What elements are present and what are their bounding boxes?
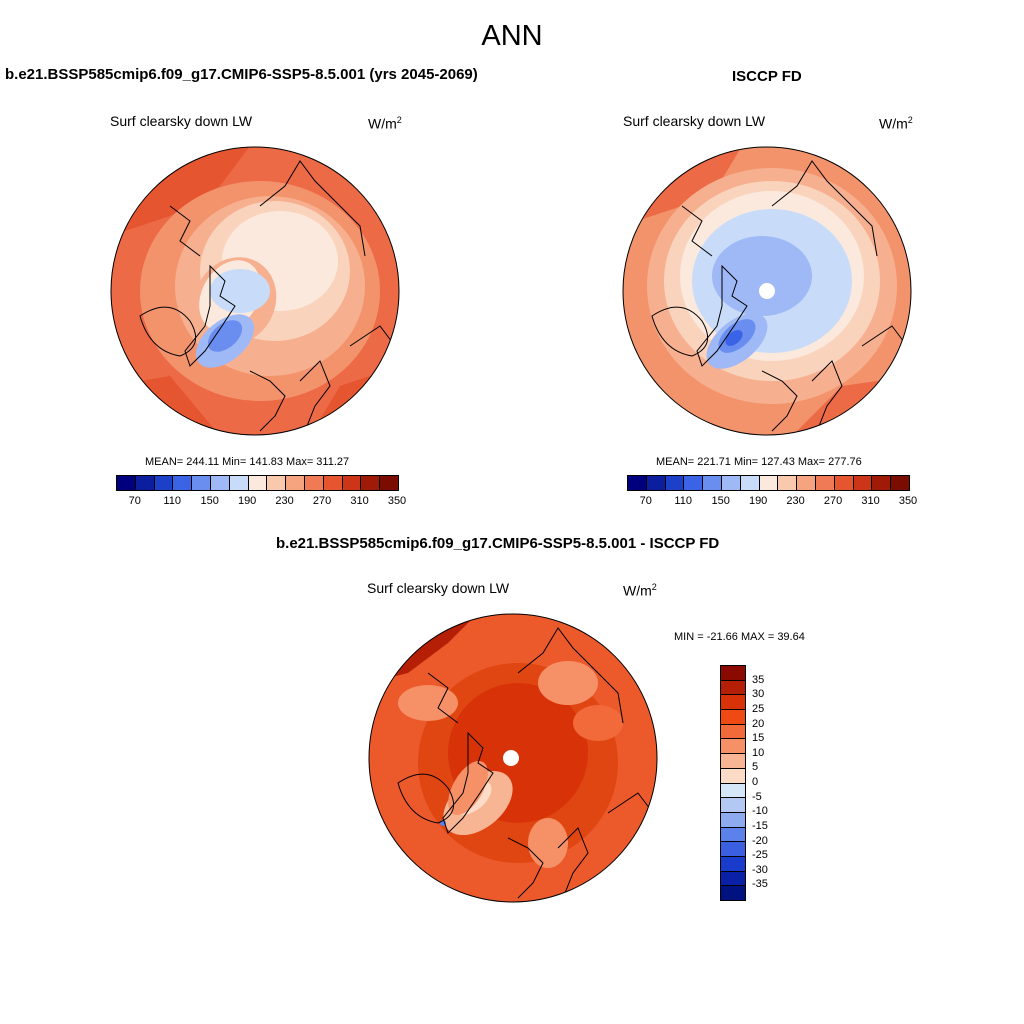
model-units-label: W/m2: [368, 115, 402, 132]
model-colorbar-tick-label: 270: [312, 495, 332, 507]
diff-colorbar-box: [721, 842, 745, 857]
model-colorbar: [116, 475, 399, 491]
diff-colorbar-tick-label: -10: [752, 805, 768, 818]
model-polar-map: [110, 146, 400, 436]
obs-colorbar-tick-label: 310: [861, 495, 880, 507]
obs-colorbar-tick-label: 190: [748, 495, 768, 507]
diff-colorbar-box: [721, 680, 745, 696]
diff-variable-label: Surf clearsky down LW: [367, 580, 510, 596]
diff-units-label: W/m2: [623, 582, 657, 599]
model-colorbar-box: [229, 476, 249, 490]
figure-title: ANN: [481, 20, 543, 52]
diff-colorbar-box: [721, 871, 745, 887]
diff-colorbar-tick-label: 0: [752, 776, 759, 788]
model-colorbar-box: [192, 476, 211, 490]
model-colorbar-tick-label: 230: [275, 495, 294, 507]
obs-panel-title: ISCCP FD: [732, 68, 802, 85]
model-colorbar-tick-label: 70: [128, 495, 141, 507]
obs-colorbar-box: [797, 476, 816, 490]
model-colorbar-box: [117, 476, 136, 490]
obs-colorbar-box: [628, 476, 647, 490]
diff-colorbar-tick-label: -20: [752, 834, 768, 847]
diff-panel-title: b.e21.BSSP585cmip6.f09_g17.CMIP6-SSP5-8.…: [276, 535, 720, 552]
diff-stats: MIN = -21.66 MAX = 39.64: [674, 631, 805, 643]
obs-colorbar-box: [778, 476, 798, 490]
diff-colorbar-tick-label: -25: [752, 849, 768, 862]
model-colorbar-tick-label: 150: [200, 495, 219, 507]
diff-colorbar-box: [721, 695, 745, 711]
diff-colorbar-box: [721, 666, 745, 681]
obs-colorbar-tick-label: 230: [786, 495, 805, 507]
model-colorbar-box: [248, 476, 268, 490]
obs-colorbar-box: [646, 476, 666, 490]
model-colorbar-tick-label: 310: [350, 495, 369, 507]
model-colorbar-box: [342, 476, 362, 490]
obs-colorbar-tick-label: 110: [674, 495, 692, 507]
diff-colorbar-tick-label: 10: [752, 746, 765, 759]
model-stats: MEAN= 244.11 Min= 141.83 Max= 311.27: [145, 456, 350, 468]
model-colorbar-box: [135, 476, 155, 490]
obs-colorbar-box: [665, 476, 685, 490]
diff-colorbar-box: [721, 754, 745, 769]
model-variable-label: Surf clearsky down LW: [110, 113, 253, 129]
model-colorbar-tick-label: 350: [387, 495, 407, 507]
model-colorbar-box: [173, 476, 193, 490]
diff-colorbar: [720, 665, 746, 901]
model-colorbar-ticks: 70 110 150 190 230 270 310 350: [116, 495, 407, 509]
model-colorbar-box: [154, 476, 174, 490]
obs-colorbar-box: [872, 476, 892, 490]
obs-colorbar-tick-label: 350: [898, 495, 918, 507]
diff-colorbar-tick-label: 25: [752, 702, 765, 715]
diff-colorbar-tick-label: -35: [752, 878, 768, 891]
obs-colorbar-box: [834, 476, 854, 490]
obs-units-label: W/m2: [879, 115, 913, 132]
diff-colorbar-box: [721, 739, 745, 755]
obs-colorbar-tick-label: 70: [639, 495, 652, 507]
diff-colorbar-tick-label: -30: [752, 863, 768, 876]
model-panel-title: b.e21.BSSP585cmip6.f09_g17.CMIP6-SSP5-8.…: [5, 66, 478, 83]
model-colorbar-box: [380, 476, 398, 490]
obs-colorbar-box: [684, 476, 704, 490]
obs-colorbar-box: [703, 476, 722, 490]
obs-colorbar-tick-label: 270: [823, 495, 843, 507]
obs-colorbar-tick-label: 150: [711, 495, 730, 507]
obs-stats: MEAN= 221.71 Min= 127.43 Max= 277.76: [656, 456, 862, 468]
diff-colorbar-tick-label: 20: [752, 717, 765, 730]
diff-colorbar-box: [721, 710, 745, 725]
model-colorbar-box: [210, 476, 230, 490]
diff-colorbar-box: [721, 812, 745, 828]
obs-colorbar-box: [740, 476, 760, 490]
obs-colorbar-box: [815, 476, 835, 490]
obs-colorbar: [627, 475, 910, 491]
obs-colorbar-box: [853, 476, 873, 490]
model-colorbar-box: [361, 476, 381, 490]
model-colorbar-box: [267, 476, 287, 490]
model-colorbar-tick-label: 190: [237, 495, 257, 507]
diff-colorbar-tick-label: 35: [752, 673, 765, 686]
diff-colorbar-box: [721, 856, 745, 872]
diff-colorbar-box: [721, 827, 745, 843]
diff-colorbar-tick-label: 15: [752, 732, 765, 745]
obs-colorbar-box: [759, 476, 779, 490]
diff-colorbar-box: [721, 724, 745, 740]
obs-colorbar-box: [891, 476, 909, 490]
obs-colorbar-ticks: 70 110 150 190 230 270 310 350: [627, 495, 918, 509]
diff-polar-map: [368, 613, 658, 903]
diff-colorbar-box: [721, 798, 745, 813]
model-colorbar-box: [304, 476, 324, 490]
diff-colorbar-box: [721, 783, 745, 799]
diff-colorbar-box: [721, 886, 745, 900]
obs-colorbar-box: [721, 476, 741, 490]
obs-polar-map: [622, 146, 912, 436]
model-colorbar-tick-label: 110: [163, 495, 181, 507]
model-colorbar-box: [323, 476, 343, 490]
diff-colorbar-box: [721, 768, 745, 784]
diff-colorbar-tick-label: 5: [752, 761, 759, 774]
diff-colorbar-tick-label: -5: [752, 790, 762, 803]
model-colorbar-box: [286, 476, 305, 490]
diff-colorbar-tick-label: 30: [752, 688, 765, 701]
diff-colorbar-tick-label: -15: [752, 819, 768, 832]
diff-colorbar-ticks: 35 30 25 20 15 10 5 0 -5 -10 -15 -20 -25 -30 -35: [752, 665, 792, 899]
obs-variable-label: Surf clearsky down LW: [623, 113, 766, 129]
